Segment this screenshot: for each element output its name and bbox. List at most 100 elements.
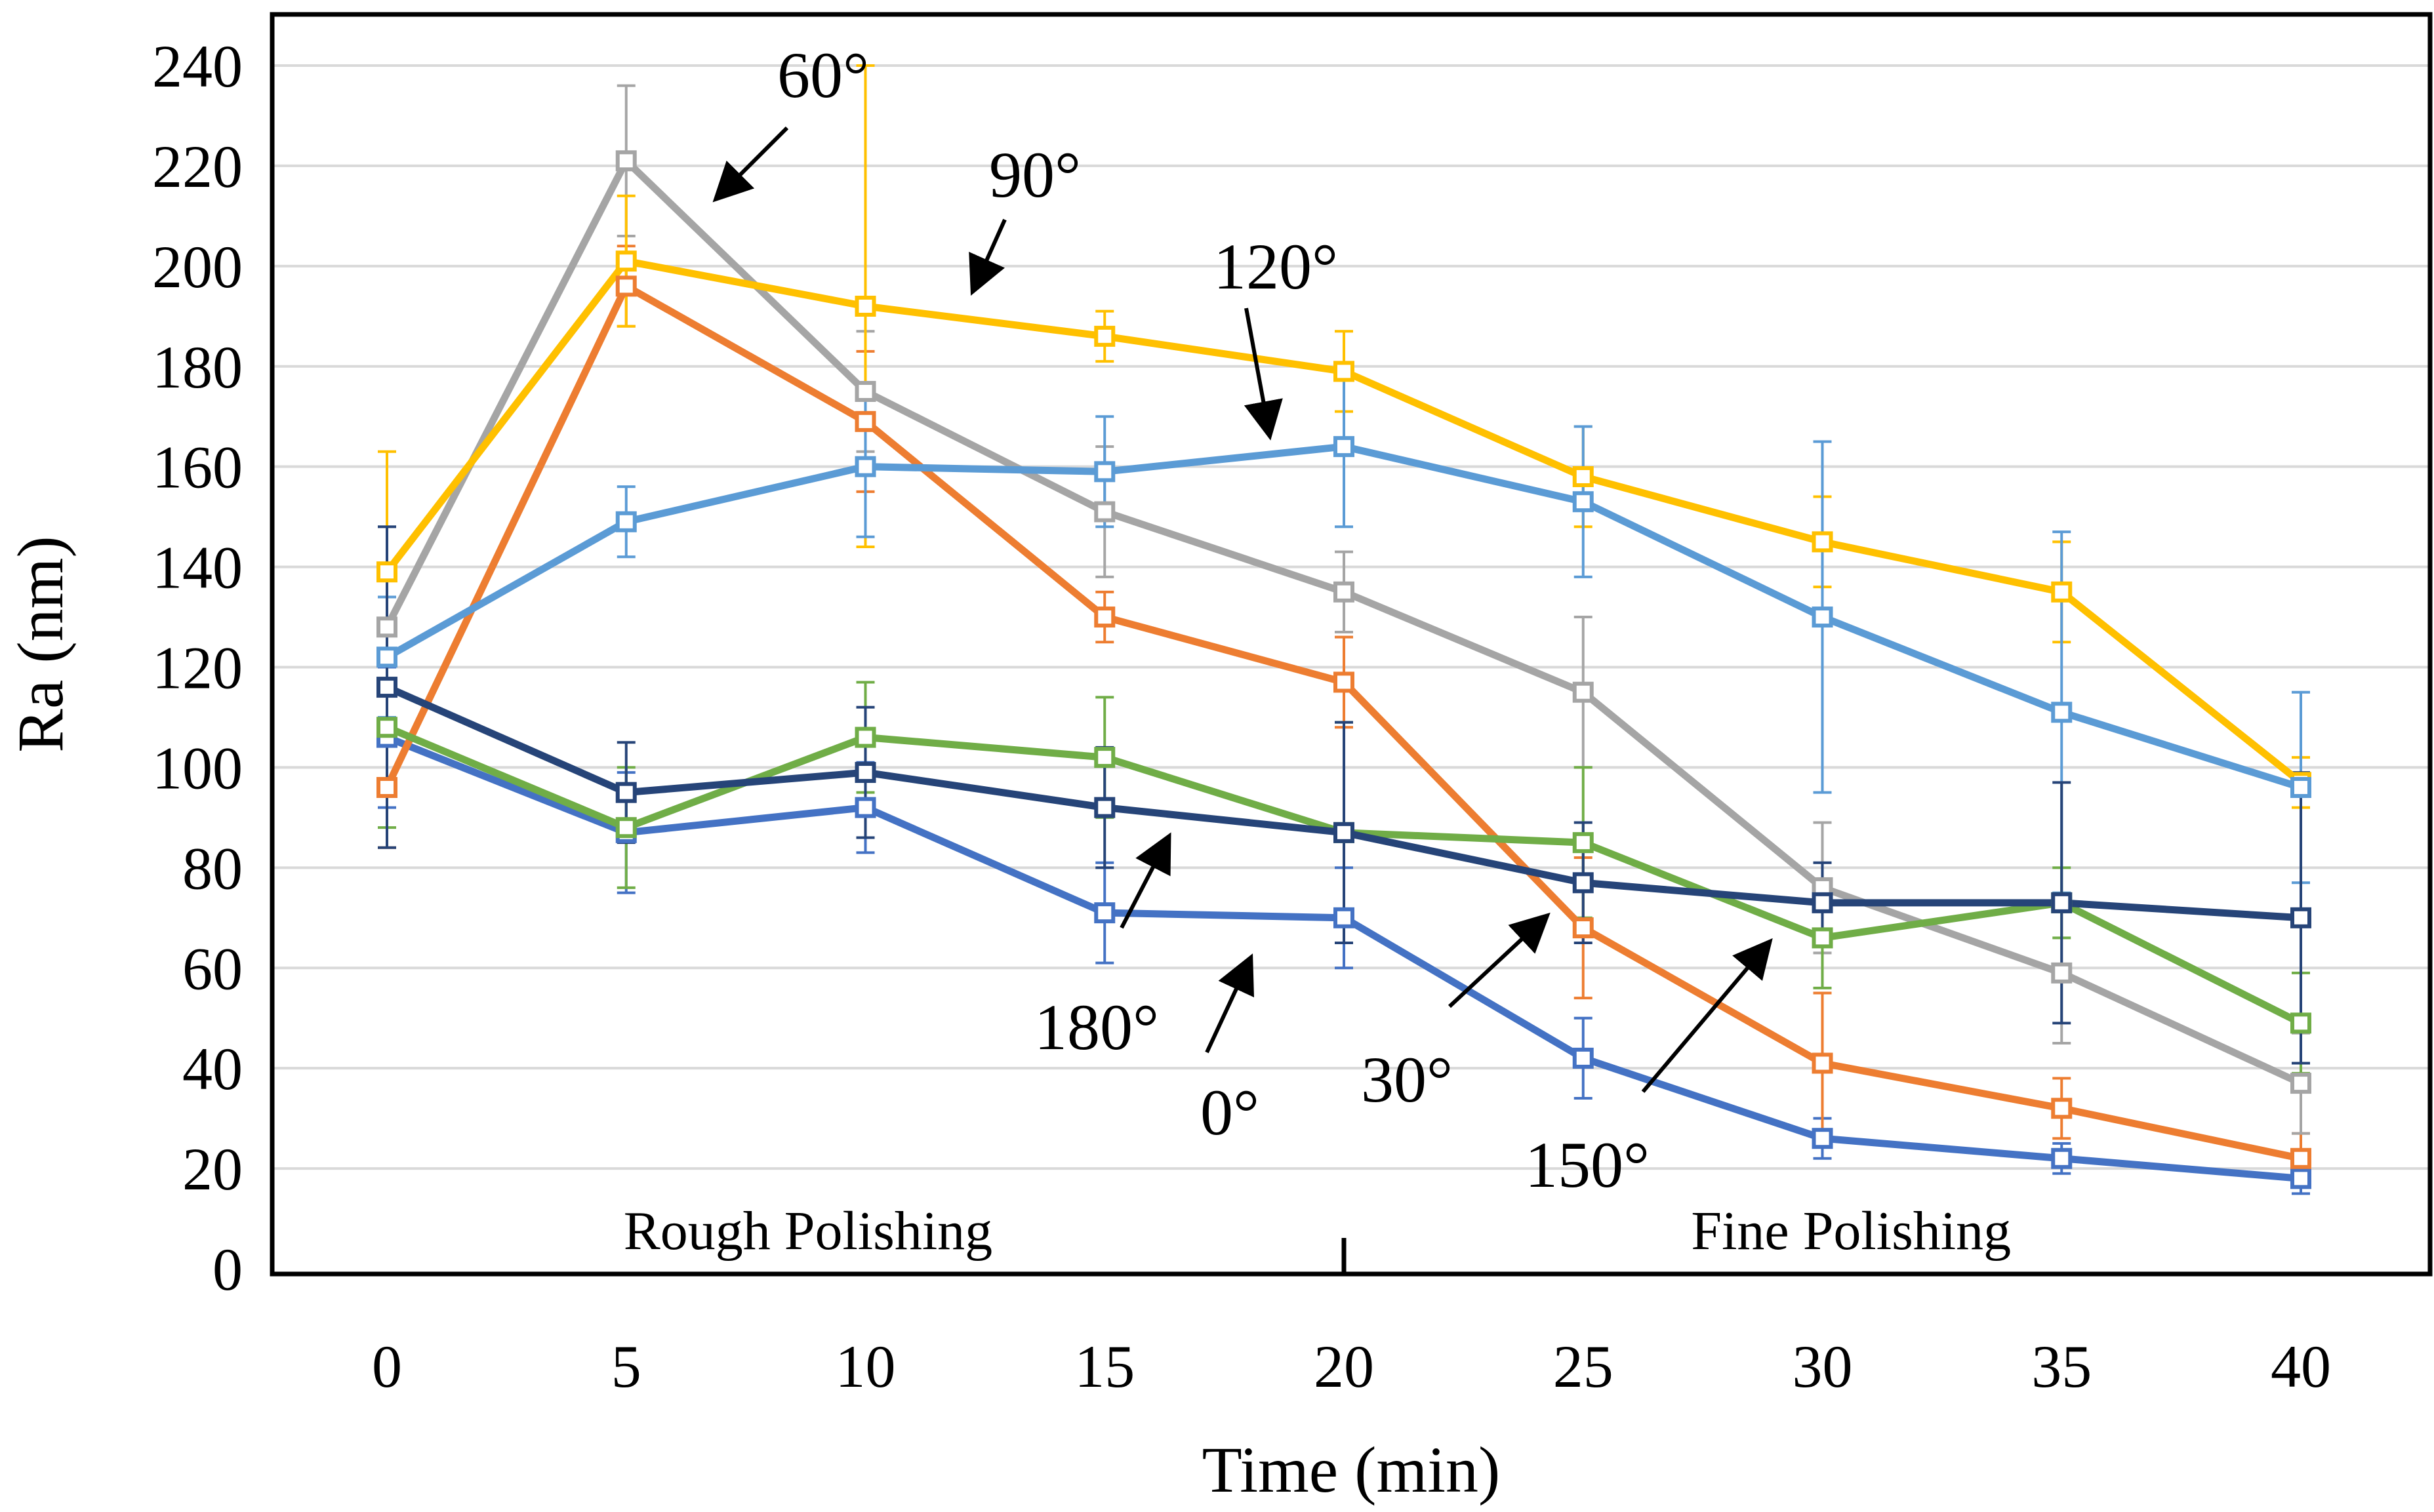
data-point xyxy=(1333,671,1354,693)
data-point xyxy=(615,511,637,532)
annotation-label-90deg: 90° xyxy=(989,138,1081,211)
data-point xyxy=(855,456,876,477)
data-point xyxy=(2051,962,2073,984)
data-point xyxy=(1572,491,1594,513)
data-point xyxy=(1572,917,1594,939)
data-point xyxy=(615,150,637,172)
y-tick-label: 20 xyxy=(182,1136,243,1203)
annotation-label-180deg: 180° xyxy=(1034,991,1159,1064)
y-tick-label: 100 xyxy=(152,734,243,801)
data-point xyxy=(2051,702,2073,723)
data-point xyxy=(855,726,876,748)
data-point xyxy=(1812,927,1833,949)
y-tick-label: 60 xyxy=(182,935,243,1002)
data-point xyxy=(1094,747,1116,768)
x-tick-label: 0 xyxy=(372,1333,402,1400)
annotation-label-120deg: 120° xyxy=(1213,230,1338,303)
annotation-label-150deg: 150° xyxy=(1525,1128,1650,1201)
data-point xyxy=(1333,361,1354,382)
annotation-label-30deg: 30° xyxy=(1361,1043,1453,1116)
data-point xyxy=(1812,531,1833,553)
data-point xyxy=(1094,797,1116,818)
data-point xyxy=(1333,581,1354,603)
data-point xyxy=(1572,872,1594,894)
data-point xyxy=(1572,466,1594,487)
y-tick-label: 220 xyxy=(152,133,243,200)
annotation-arrow-30deg xyxy=(1448,912,1551,1008)
phase-label: Rough Polishing xyxy=(624,1201,992,1262)
data-point xyxy=(1094,461,1116,483)
data-point xyxy=(855,296,876,317)
data-point xyxy=(1572,1047,1594,1069)
x-tick-label: 5 xyxy=(611,1333,641,1400)
y-tick-label: 40 xyxy=(182,1035,243,1102)
data-point xyxy=(376,647,397,668)
data-point xyxy=(2051,1098,2073,1119)
data-point xyxy=(2051,892,2073,913)
data-point xyxy=(855,380,876,402)
data-point xyxy=(2051,1147,2073,1169)
annotation-arrow-0deg xyxy=(1205,953,1254,1054)
annotation-label-60deg: 60° xyxy=(777,39,869,111)
y-tick-label: 140 xyxy=(152,534,243,601)
data-point xyxy=(615,817,637,839)
annotation-arrow-90deg xyxy=(969,218,1007,296)
y-tick-label: 120 xyxy=(152,635,243,702)
annotation-arrow-60deg xyxy=(712,126,789,203)
y-tick-label: 240 xyxy=(152,33,243,100)
data-point xyxy=(855,797,876,818)
annotation-arrow-120deg xyxy=(1244,308,1283,441)
data-point xyxy=(1094,325,1116,347)
data-point xyxy=(2051,581,2073,603)
data-point xyxy=(376,561,397,583)
data-point xyxy=(1572,681,1594,703)
annotation-label-0deg: 0° xyxy=(1200,1076,1259,1149)
data-point xyxy=(855,410,876,432)
data-point xyxy=(2290,777,2311,798)
data-point xyxy=(855,762,876,784)
y-tick-label: 180 xyxy=(152,334,243,401)
y-tick-label: 200 xyxy=(152,233,243,300)
data-point xyxy=(1094,902,1116,924)
phase-label: Fine Polishing xyxy=(1691,1201,2011,1262)
x-axis-title: Time (min) xyxy=(1202,1433,1501,1506)
data-point xyxy=(376,777,397,798)
data-point xyxy=(615,782,637,803)
data-point xyxy=(2290,1073,2311,1094)
data-point xyxy=(615,275,637,297)
x-tick-label: 10 xyxy=(836,1333,896,1400)
data-point xyxy=(615,250,637,272)
y-tick-label: 160 xyxy=(152,434,243,501)
data-point xyxy=(2290,1012,2311,1034)
data-point xyxy=(1094,501,1116,523)
x-tick-label: 15 xyxy=(1074,1333,1135,1400)
data-point xyxy=(1572,832,1594,854)
y-axis-title: Ra (nm) xyxy=(4,536,77,752)
data-point xyxy=(2290,1168,2311,1189)
x-tick-label: 20 xyxy=(1314,1333,1374,1400)
data-point xyxy=(1333,822,1354,843)
data-point xyxy=(376,677,397,698)
data-point xyxy=(1812,607,1833,628)
x-tick-label: 35 xyxy=(2031,1333,2092,1400)
annotation-arrow-150deg xyxy=(1641,938,1773,1093)
data-point xyxy=(2290,907,2311,928)
data-point xyxy=(1812,892,1833,913)
plot-frame xyxy=(270,12,2433,1277)
data-point xyxy=(1333,907,1354,928)
x-tick-label: 25 xyxy=(1553,1333,1613,1400)
x-tick-label: 30 xyxy=(1793,1333,1853,1400)
data-point xyxy=(1812,1128,1833,1149)
data-point xyxy=(1333,436,1354,458)
annotation-arrow-180deg xyxy=(1120,832,1171,929)
y-tick-label: 80 xyxy=(182,835,243,902)
data-point xyxy=(376,616,397,638)
x-tick-label: 40 xyxy=(2271,1333,2331,1400)
data-point xyxy=(1812,1052,1833,1074)
data-point xyxy=(1094,607,1116,628)
data-point xyxy=(2290,1147,2311,1169)
data-point xyxy=(376,717,397,738)
y-tick-label: 0 xyxy=(213,1236,243,1303)
